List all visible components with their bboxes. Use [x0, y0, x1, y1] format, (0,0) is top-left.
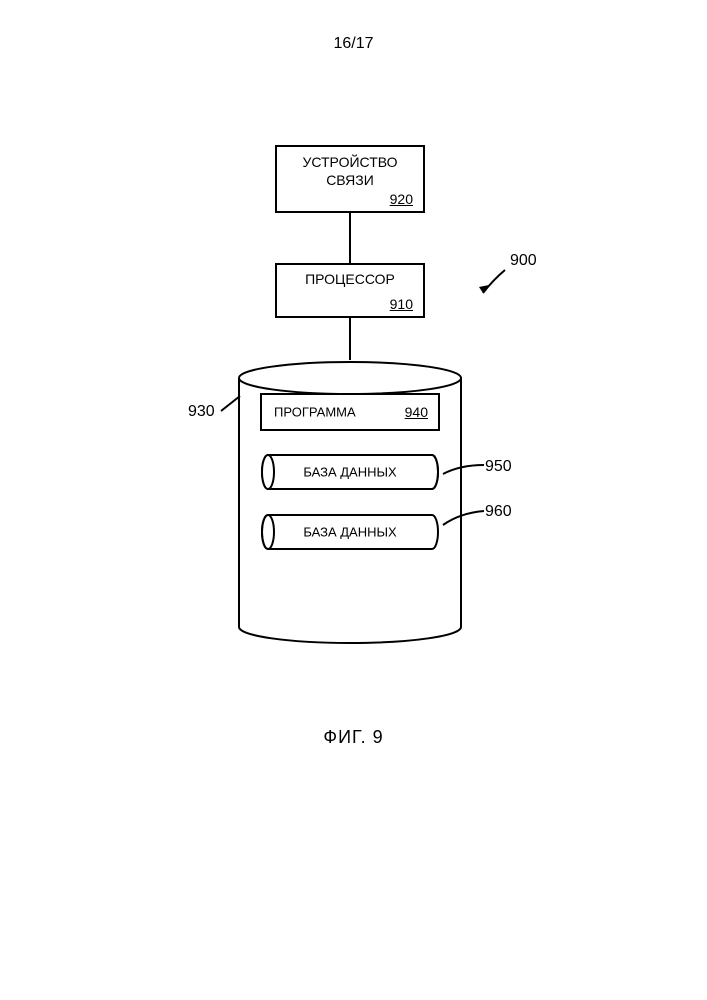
database-2-cylinder: БАЗА ДАННЫХ	[260, 513, 440, 551]
comm-device-box: УСТРОЙСТВО СВЯЗИ 920	[275, 145, 425, 213]
program-box: ПРОГРАММА 940	[260, 393, 440, 431]
pointer-960-icon	[440, 507, 488, 527]
pointer-950-icon	[440, 459, 488, 477]
processor-ref: 910	[390, 296, 413, 312]
processor-box: ПРОЦЕССОР 910	[275, 263, 425, 318]
figure-label: ФИГ. 9	[323, 727, 383, 748]
program-label: ПРОГРАММА	[274, 405, 356, 420]
diagram: УСТРОЙСТВО СВЯЗИ 920 ПРОЦЕССОР 910 ПРОГР…	[0, 145, 707, 745]
arrow-900-icon	[475, 265, 515, 300]
page-number: 16/17	[333, 35, 373, 53]
connector-proc-storage	[349, 318, 351, 360]
pointer-930-icon	[218, 393, 243, 418]
callout-950: 950	[485, 458, 512, 476]
callout-930: 930	[188, 403, 215, 421]
database-1-cylinder: БАЗА ДАННЫХ	[260, 453, 440, 491]
processor-label: ПРОЦЕССОР	[277, 265, 423, 287]
callout-960: 960	[485, 503, 512, 521]
database-1-label: БАЗА ДАННЫХ	[303, 465, 396, 480]
connector-comm-proc	[349, 213, 351, 263]
program-ref: 940	[405, 404, 428, 420]
database-2-label: БАЗА ДАННЫХ	[303, 525, 396, 540]
comm-device-label: УСТРОЙСТВО СВЯЗИ	[277, 147, 423, 189]
comm-device-ref: 920	[390, 191, 413, 207]
